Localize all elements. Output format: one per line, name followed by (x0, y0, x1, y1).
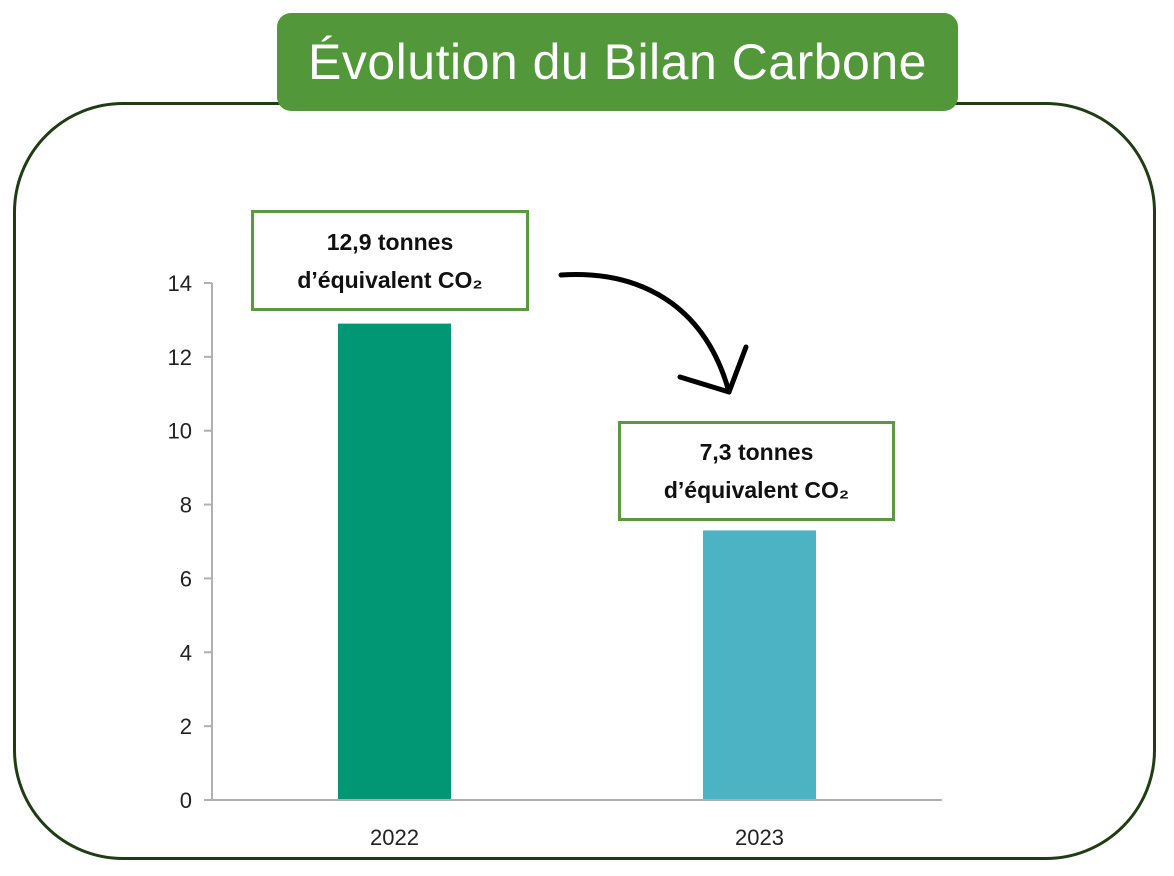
chart-frame (13, 102, 1156, 860)
bar-2022 (338, 323, 451, 800)
x-axis: 2022 2023 (212, 799, 942, 850)
decrease-arrow-head (677, 344, 749, 395)
y-tick-label: 0 (180, 788, 192, 813)
callout-2022-line1: 12,9 tonnes (326, 228, 454, 255)
decrease-arrow-curve (558, 272, 732, 395)
y-tick-label: 4 (180, 640, 192, 665)
callout-2023: 7,3 tonnes d’équivalent CO₂ (618, 421, 895, 521)
y-tick-label: 10 (168, 419, 192, 444)
title-banner: Évolution du Bilan Carbone (277, 13, 958, 111)
y-tick-label: 8 (180, 493, 192, 518)
callout-2023-line2: d’équivalent CO₂ (663, 477, 850, 503)
bar-2023 (703, 530, 816, 800)
callout-2023-line1: 7,3 tonnes (699, 439, 814, 465)
bars (338, 323, 816, 800)
y-tick-label: 12 (168, 345, 192, 370)
x-tick-label: 2023 (735, 825, 784, 850)
y-tick-label: 2 (180, 714, 192, 739)
callout-2022: 12,9 tonnes d’équivalent CO₂ (251, 210, 529, 311)
y-axis: 0 2 4 6 8 10 12 14 (168, 271, 213, 813)
y-tick-label: 6 (180, 566, 192, 591)
chart-title: Évolution du Bilan Carbone (308, 34, 927, 90)
callout-2022-line2: d’équivalent CO₂ (297, 266, 483, 293)
y-tick-label: 14 (168, 271, 192, 296)
x-tick-label: 2022 (370, 825, 419, 850)
decrease-arrow (558, 272, 749, 395)
